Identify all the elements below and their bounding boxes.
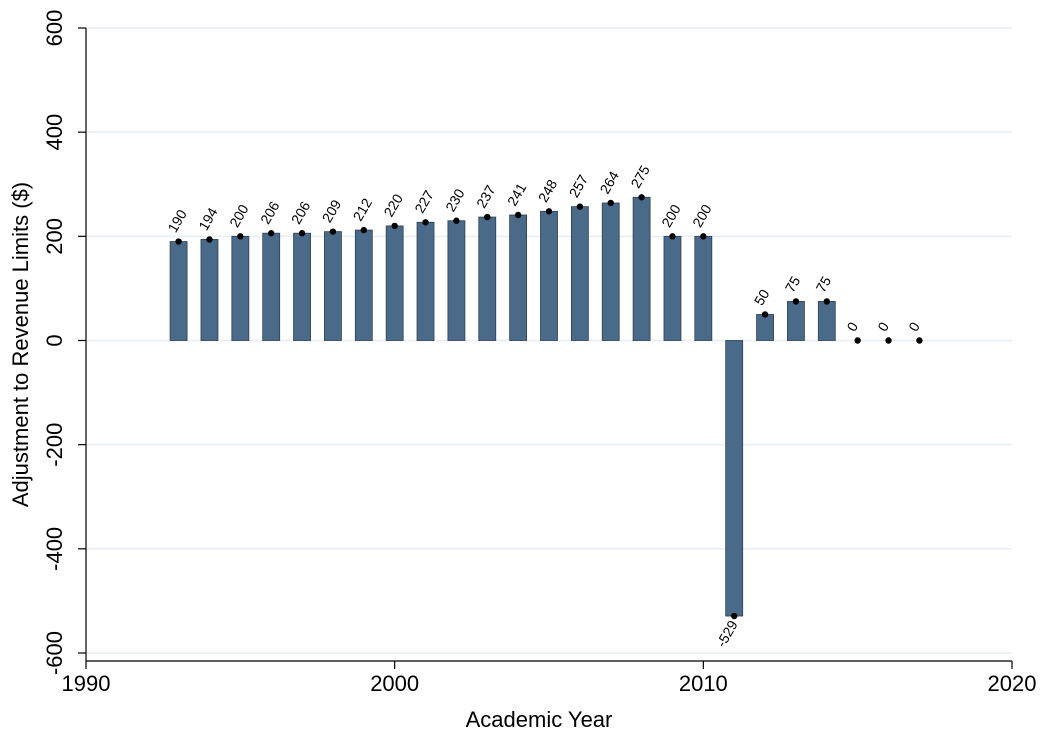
data-point: [514, 211, 522, 219]
x-ticks: 1990 2000 2010 2020: [62, 661, 1037, 696]
bar: [262, 232, 281, 341]
bar: [570, 206, 589, 341]
data-point: [391, 222, 398, 230]
data-label: 75: [782, 273, 804, 295]
data-point: [669, 233, 676, 240]
bar: [200, 239, 219, 341]
bar: [385, 225, 404, 341]
data-point: [916, 337, 923, 344]
data-point: [731, 612, 738, 620]
data-point: [206, 236, 213, 243]
data-label: 75: [813, 273, 835, 295]
y-tick-label: 0: [42, 334, 67, 346]
data-point: [700, 233, 707, 240]
axes: [85, 28, 1012, 662]
data-point: [298, 230, 306, 237]
data-label: 227: [411, 187, 437, 215]
data-label: 206: [288, 198, 314, 226]
data-label: 0: [843, 319, 861, 334]
data-point: [576, 203, 584, 210]
data-point: [484, 213, 491, 221]
bars: [169, 196, 836, 617]
bar: [725, 340, 744, 617]
bar: [293, 232, 311, 341]
data-point: [422, 219, 429, 226]
data-point: [545, 208, 553, 215]
y-ticks: -600 -400 -200 0 200 400 600: [42, 10, 86, 675]
y-tick-label: 200: [42, 218, 67, 255]
data-label: 200: [226, 201, 252, 229]
data-label: 237: [473, 182, 499, 210]
data-label: 209: [319, 197, 345, 225]
bar: [509, 214, 528, 341]
data-label: 264: [596, 168, 622, 196]
bar: [663, 235, 682, 341]
y-tick-label: -600: [42, 631, 67, 675]
bar: [817, 301, 836, 341]
data-point: [854, 337, 861, 344]
data-label: 50: [751, 286, 773, 308]
data-label: 200: [689, 201, 715, 229]
data-point: [175, 238, 182, 245]
y-tick-label: 600: [42, 10, 67, 47]
data-label: 0: [874, 319, 892, 334]
data-point: [360, 226, 367, 234]
data-label: 190: [164, 207, 190, 235]
data-point: [237, 233, 244, 240]
data-label: 248: [535, 176, 561, 204]
data-point: [268, 230, 275, 237]
data-label: 230: [442, 186, 468, 214]
bar: [478, 216, 497, 341]
x-tick-label: 1990: [62, 671, 111, 696]
x-tick-label: 2000: [370, 671, 419, 696]
data-label: 241: [504, 180, 530, 208]
y-axis-title: Adjustment to Revenue Limits ($): [8, 182, 33, 507]
bar: [632, 196, 651, 341]
data-point: [607, 199, 614, 207]
bar: [694, 235, 713, 341]
data-label: 206: [257, 198, 283, 226]
data-label: 0: [905, 319, 923, 334]
x-tick-label: 2020: [988, 671, 1037, 696]
data-label: 194: [195, 205, 221, 233]
data-point: [638, 194, 645, 201]
data-point: [761, 311, 769, 318]
data-label: 200: [658, 201, 684, 229]
bar: [416, 221, 435, 341]
bar: [756, 314, 774, 341]
x-tick-label: 2010: [679, 671, 728, 696]
y-tick-label: -200: [42, 423, 67, 467]
y-tick-label: -400: [42, 527, 67, 571]
data-point: [885, 337, 892, 344]
bar: [447, 220, 466, 341]
data-label: 257: [566, 172, 592, 200]
data-label: 212: [350, 195, 376, 223]
bar: [324, 231, 342, 341]
bar: [787, 301, 805, 341]
data-label: -529: [713, 617, 741, 649]
bar: [540, 210, 558, 341]
data-point: [823, 298, 830, 305]
data-point: [453, 217, 460, 224]
bar: [231, 235, 250, 341]
bar: [601, 202, 620, 341]
data-label: 220: [380, 191, 406, 219]
bar: [354, 229, 373, 341]
data-point: [329, 228, 337, 235]
data-point: [792, 298, 800, 305]
data-label: 275: [627, 162, 653, 190]
x-axis-title: Academic Year: [466, 707, 613, 732]
markers: [175, 194, 923, 620]
y-tick-label: 400: [42, 114, 67, 151]
bar: [169, 241, 188, 341]
